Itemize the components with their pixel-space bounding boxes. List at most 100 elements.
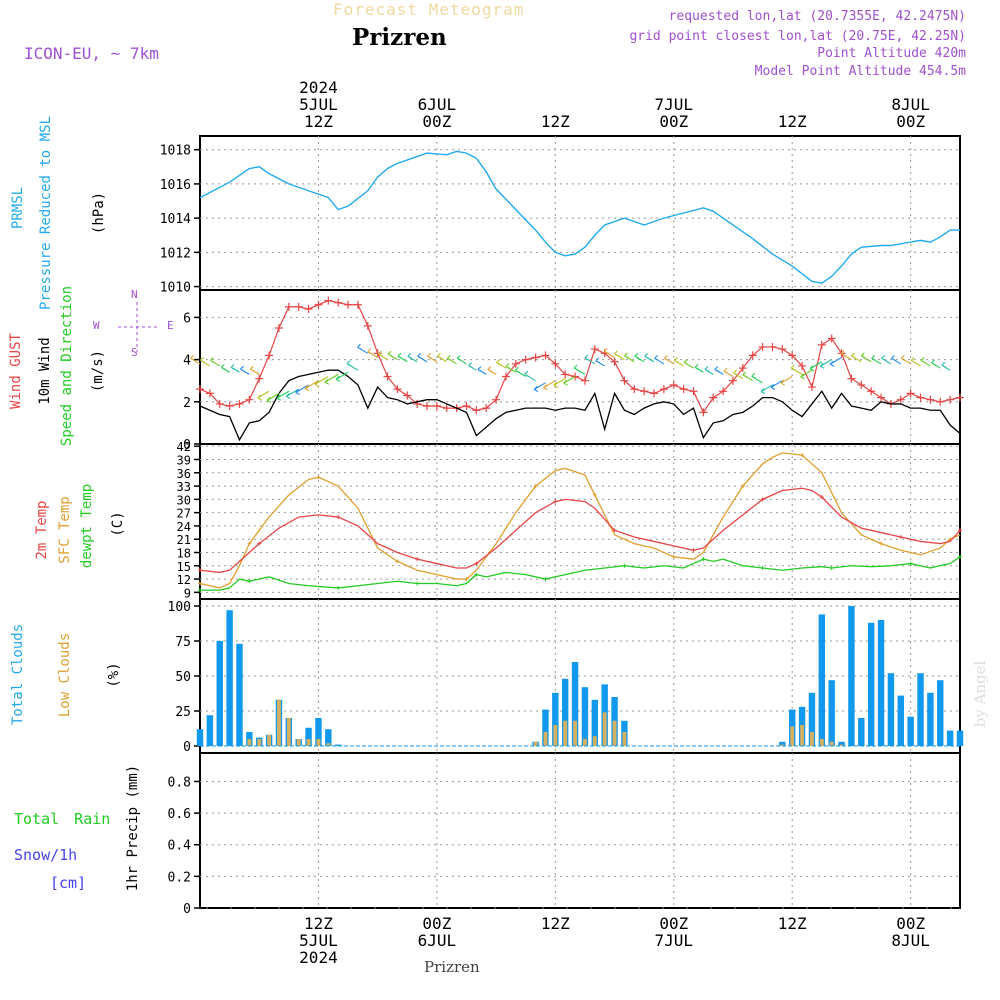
wind-direction-arrow xyxy=(304,380,319,392)
wind-gust-marker xyxy=(274,323,283,332)
wind-direction-arrow xyxy=(367,348,378,358)
location-title: Prizren xyxy=(352,24,447,51)
low-clouds-bar xyxy=(277,699,281,746)
low-clouds-bar xyxy=(780,744,785,746)
panel-frame xyxy=(199,752,961,909)
prmsl-label: PRMSL xyxy=(10,186,26,230)
temp-marker xyxy=(395,559,400,564)
wind-gust-marker xyxy=(580,376,589,385)
wind-gust-marker xyxy=(294,302,303,311)
wind-gust-marker xyxy=(709,393,718,402)
temp-marker xyxy=(760,497,765,502)
wind-direction-arrow xyxy=(200,357,211,367)
wind-gust-marker xyxy=(403,391,412,400)
wind-direction-arrow xyxy=(543,380,556,391)
temp-marker xyxy=(622,563,627,568)
time-label-bottom: 00Z xyxy=(422,914,451,933)
temp-marker xyxy=(257,541,262,546)
panel-frame xyxy=(199,443,961,600)
time-label-top: 5JUL xyxy=(299,95,338,114)
wind-direction-arrow xyxy=(285,388,299,399)
wind-gust-marker xyxy=(699,408,708,417)
wind-direction-arrow xyxy=(346,360,359,371)
wind-direction-arrow xyxy=(790,364,803,375)
wind-gust-marker xyxy=(196,385,204,394)
temp-marker xyxy=(592,492,597,497)
wind-direction-arrow xyxy=(900,354,911,365)
wind-direction-arrow xyxy=(614,350,625,361)
pressure-unit-label: (hPa) xyxy=(91,191,107,235)
time-label-bottom: 7JUL xyxy=(655,931,694,950)
wind-gust-marker xyxy=(344,300,353,309)
wind-direction-arrow xyxy=(760,384,773,395)
wind-direction-arrow xyxy=(584,354,596,365)
wind-direction-arrow xyxy=(723,367,734,377)
wind-gust-marker xyxy=(205,389,214,398)
y-tick-label: 0 xyxy=(183,438,191,453)
low-clouds-bar xyxy=(573,720,577,746)
total-clouds-bar xyxy=(808,692,816,746)
wind-10m-label: 10m Wind xyxy=(37,337,53,405)
wind-direction-arrow xyxy=(910,357,921,367)
low-clouds-bar xyxy=(592,736,597,746)
low-clouds-bar xyxy=(316,739,321,746)
wind-direction-arrow xyxy=(210,357,221,367)
time-label-top: 00Z xyxy=(659,112,688,131)
temp-marker xyxy=(474,561,479,566)
total-clouds-bar xyxy=(561,678,569,746)
wind-gust-marker xyxy=(807,383,816,392)
wind-gust-marker xyxy=(492,395,501,404)
wind-direction-arrow xyxy=(891,354,902,365)
wind-gust-marker xyxy=(373,349,382,358)
y-tick-label: 0.4 xyxy=(168,839,192,854)
wind-direction-arrow xyxy=(664,354,675,365)
wind-gust-marker xyxy=(679,385,688,394)
wind-direction-arrow xyxy=(514,367,526,377)
time-label-bottom: 6JUL xyxy=(418,931,457,950)
total-clouds-bar xyxy=(779,741,786,746)
y-tick-label: 1012 xyxy=(160,246,191,261)
temp-marker xyxy=(553,499,558,504)
temp-marker xyxy=(691,548,696,553)
wind-direction-arrow xyxy=(377,350,388,361)
y-tick-label: 30 xyxy=(177,493,191,507)
time-label-bottom: 5JUL xyxy=(299,931,338,950)
y-tick-label: 0 xyxy=(183,902,191,917)
wind-gust-marker xyxy=(225,402,234,411)
snow-unit-label: [cm] xyxy=(50,874,87,892)
y-tick-label: 42 xyxy=(177,440,191,454)
wind-gust-marker xyxy=(768,342,777,351)
pressure-line xyxy=(199,150,960,284)
pressure-msl-label: Pressure Reduced to MSL xyxy=(38,116,54,310)
y-tick-label: 1016 xyxy=(160,178,191,193)
wind-gust-marker xyxy=(383,372,392,381)
y-tick-label: 1014 xyxy=(160,212,191,227)
wind-direction-arrow xyxy=(871,354,882,365)
total-clouds-bar xyxy=(828,680,835,746)
low-clouds-bar xyxy=(819,739,824,746)
temp-marker xyxy=(800,453,805,458)
time-label-top: 00Z xyxy=(422,112,451,131)
wind-direction-arrow xyxy=(397,352,408,363)
wind-direction-arrow xyxy=(941,361,951,371)
model-point-altitude: Model Point Altitude 454.5m xyxy=(754,64,966,79)
total-clouds-bar xyxy=(917,673,924,746)
wind-gust-marker xyxy=(719,387,728,396)
temp-unit-label: (C) xyxy=(110,511,126,537)
wind-gust-marker xyxy=(669,380,678,389)
wind-gust-marker xyxy=(650,389,659,398)
sfc-temp-line xyxy=(199,452,961,589)
temp-marker xyxy=(740,484,745,489)
wind-gust-marker xyxy=(738,364,747,373)
temp-marker xyxy=(612,528,617,533)
wind-speed-line xyxy=(199,369,961,442)
total-clouds-bar xyxy=(877,620,885,746)
wind-gust-marker xyxy=(393,385,402,394)
dewpt-temp-line xyxy=(200,556,961,591)
y-tick-label: 0.8 xyxy=(168,775,191,790)
temp-marker xyxy=(247,541,252,546)
wind-gust-marker xyxy=(245,395,254,404)
wind-gust-marker xyxy=(640,387,649,396)
wind-gust-marker xyxy=(334,298,343,307)
wind-gust-marker xyxy=(748,351,757,360)
